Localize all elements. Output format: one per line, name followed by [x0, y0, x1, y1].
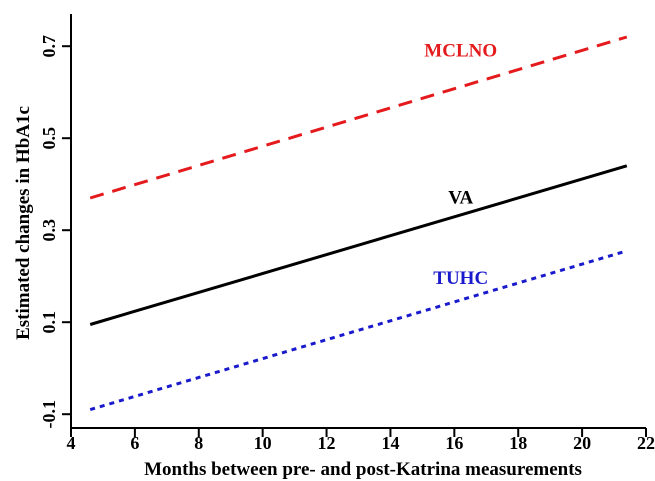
x-tick-label: 12: [318, 433, 336, 453]
y-axis: -0.1 0.1 0.3 0.5 0.7: [39, 14, 72, 429]
series-line-tuhc: [89, 249, 628, 412]
x-tick-label: 16: [445, 433, 463, 453]
y-tick-label: 0.7: [39, 35, 59, 58]
series-label-mclno: MCLNO: [424, 40, 497, 61]
x-tick-label: 18: [509, 433, 527, 453]
y-tick-label: -0.1: [39, 400, 59, 429]
x-tick-label: 4: [67, 433, 76, 453]
series-line-mclno: [89, 35, 628, 200]
x-axis: 4 6 8 10 12 14 16 18 20 22: [67, 427, 655, 453]
x-tick-label: 20: [573, 433, 591, 453]
x-tick-label: 8: [194, 433, 203, 453]
series-lines: [89, 35, 628, 412]
series-line-va: [89, 164, 628, 326]
series-label-tuhc: TUHC: [433, 268, 488, 289]
y-tick-label: 0.3: [39, 219, 59, 242]
x-tick-label: 10: [254, 433, 272, 453]
y-tick-label: 0.5: [39, 127, 59, 150]
y-tick-label: 0.1: [39, 311, 59, 334]
x-tick-label: 22: [637, 433, 655, 453]
x-axis-title: Months between pre- and post-Katrina mea…: [144, 459, 582, 480]
y-axis-title: Estimated changes in HbA1c: [13, 106, 34, 340]
series-label-va: VA: [448, 188, 473, 209]
series-labels: MCLNO VA TUHC: [424, 40, 497, 289]
x-tick-label: 14: [381, 433, 399, 453]
x-tick-label: 6: [130, 433, 139, 453]
